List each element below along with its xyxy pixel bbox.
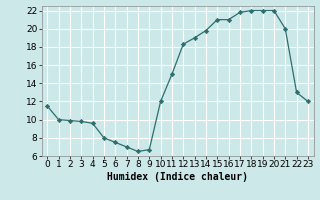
X-axis label: Humidex (Indice chaleur): Humidex (Indice chaleur): [107, 172, 248, 182]
